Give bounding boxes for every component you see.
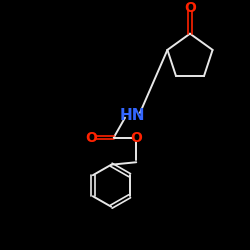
Text: HN: HN xyxy=(120,108,145,123)
Text: O: O xyxy=(130,130,142,144)
Text: O: O xyxy=(184,1,196,15)
Text: O: O xyxy=(85,130,97,144)
